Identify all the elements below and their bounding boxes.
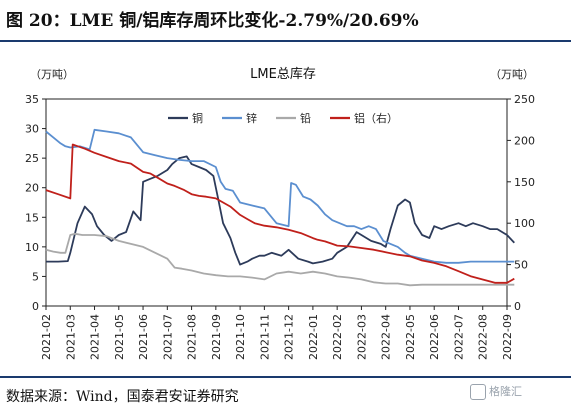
chart-title: LME总库存	[250, 66, 316, 82]
y-right-tick-label: 0	[514, 300, 521, 313]
x-tick-label: 2022-04	[380, 314, 393, 360]
source-rule	[0, 376, 571, 378]
series-line-2	[45, 128, 515, 264]
y-left-tick-label: 10	[25, 241, 39, 254]
y-right-tick-label: 100	[514, 217, 535, 230]
x-tick-label: 2022-02	[331, 314, 344, 360]
x-tick-label: 2021-09	[210, 314, 223, 360]
left-axis-unit: （万吨）	[30, 68, 74, 81]
legend-label-4: 铝（右）	[354, 111, 398, 125]
x-tick-label: 2022-03	[355, 314, 368, 360]
x-tick-label: 2021-10	[234, 314, 247, 360]
y-right-tick-label: 250	[514, 93, 535, 106]
figure-title: 图 20：LME 铜/铝库存周环比变化-2.79%/20.69%	[6, 11, 419, 31]
watermark-text: 格隆汇	[489, 385, 522, 398]
y-left-tick-label: 35	[25, 93, 39, 106]
x-tick-label: 2021-02	[40, 314, 53, 360]
x-tick-label: 2022-01	[307, 314, 320, 360]
x-tick-label: 2021-06	[137, 314, 150, 360]
x-tick-label: 2022-06	[428, 314, 441, 360]
y-right-tick-label: 200	[514, 134, 535, 147]
x-tick-label: 2021-11	[258, 314, 271, 360]
x-tick-label: 2022-05	[404, 314, 417, 360]
legend-label-1: 铜	[192, 111, 203, 125]
x-tick-label: 2021-05	[113, 314, 126, 360]
source-note: 数据来源：Wind，国泰君安证券研究	[6, 389, 239, 405]
x-tick-label: 2021-04	[89, 314, 102, 360]
x-tick-label: 2021-12	[283, 314, 296, 360]
legend-label-2: 锌	[246, 111, 257, 125]
legend-label-3: 铅	[300, 111, 311, 125]
watermark: 格隆汇	[470, 383, 522, 400]
series-line-1	[46, 155, 515, 266]
plot-frame	[45, 98, 508, 307]
x-tick-label: 2021-03	[64, 314, 77, 360]
watermark-logo-icon	[470, 384, 486, 400]
x-tick-label: 2021-08	[186, 314, 199, 360]
right-axis-unit: （万吨）	[490, 68, 534, 81]
x-tick-label: 2022-08	[477, 314, 490, 360]
x-tick-label: 2021-07	[161, 314, 174, 360]
series-line-3	[45, 232, 515, 287]
y-left-tick-label: 15	[25, 211, 39, 224]
lme-inventory-chart: LME总库存 （万吨） （万吨） 0 5 10 15 20 25 30 35 0 50 100 15…	[25, 66, 535, 360]
y-left-tick-label: 20	[25, 182, 39, 195]
x-tick-label: 2022-09	[501, 314, 514, 360]
y-right-tick-label: 50	[514, 259, 528, 272]
y-left-tick-label: 25	[25, 152, 39, 165]
y-left-tick-label: 5	[32, 270, 39, 283]
y-right-tick-label: 150	[514, 176, 535, 189]
title-rule	[0, 40, 571, 42]
y-left-tick-label: 0	[32, 300, 39, 313]
y-left-tick-label: 30	[25, 123, 39, 136]
x-tick-label: 2022-07	[452, 314, 465, 360]
series-line-4	[45, 143, 515, 284]
